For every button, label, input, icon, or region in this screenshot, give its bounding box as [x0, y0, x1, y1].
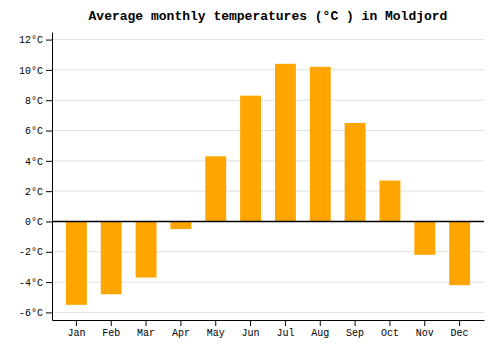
zero-line [52, 221, 484, 223]
x-tick-label: Jan [67, 328, 85, 339]
x-axis: Jan Feb Mar Apr May Jun Jul Aug Sep Oct Nov Dec [53, 320, 485, 339]
x-tick-label: Sep [346, 328, 364, 339]
y-tick-mark [46, 312, 52, 313]
grid-line [52, 221, 484, 222]
y-tick-label: -4°C [19, 278, 43, 289]
plot: -6°C -4°C -2°C 0°C 2°C 4°C 6°C 8°C 10°C 12°C Jan Fe… [19, 33, 485, 340]
bars [52, 64, 484, 305]
x-tick-label: Aug [311, 328, 329, 339]
y-tick-mark [46, 282, 52, 283]
y-tick-mark [46, 252, 52, 253]
y-tick-mark [46, 40, 52, 41]
x-tick-label: Mar [137, 328, 155, 339]
grid-line [52, 69, 484, 70]
x-tick-label: Oct [381, 328, 399, 339]
grid-line [52, 100, 484, 101]
bar [345, 123, 366, 222]
y-tick-mark [46, 221, 52, 222]
x-tick-mark [111, 320, 112, 326]
y-tick-mark [46, 70, 52, 71]
y-tick: 2°C [25, 187, 52, 198]
bar [101, 221, 122, 294]
y-tick: 8°C [25, 96, 52, 107]
grid-line [52, 312, 484, 313]
x-tick: Oct [381, 320, 399, 339]
y-tick: -2°C [19, 247, 52, 258]
y-tick-mark [46, 100, 52, 101]
y-tick: -4°C [19, 278, 52, 289]
x-tick-mark [459, 320, 460, 326]
x-tick-label: Jun [242, 328, 260, 339]
bar [449, 221, 470, 285]
grid-line [52, 39, 484, 40]
y-tick-label: 8°C [25, 96, 43, 107]
x-tick-label: May [207, 328, 225, 339]
x-tick-mark [76, 320, 77, 326]
bar [379, 181, 400, 222]
y-axis-line [52, 33, 53, 321]
x-tick: Aug [311, 320, 329, 339]
x-tick-mark [215, 320, 216, 326]
bar [66, 221, 87, 304]
y-tick-label: 4°C [25, 157, 43, 168]
x-tick-label: Jul [276, 328, 294, 339]
x-tick-label: Nov [416, 328, 434, 339]
bar [414, 221, 435, 254]
bar [136, 221, 157, 277]
x-tick-label: Apr [172, 328, 190, 339]
x-tick-mark [250, 320, 251, 326]
x-tick: Mar [137, 320, 155, 339]
y-tick: 10°C [19, 66, 52, 77]
y-tick: 6°C [25, 126, 52, 137]
y-axis: -6°C -4°C -2°C 0°C 2°C 4°C 6°C 8°C 10°C 12°C [19, 33, 53, 321]
x-tick-label: Dec [451, 328, 469, 339]
title: Average monthly temperatures (°C ) in Mo… [89, 9, 448, 24]
bar [170, 221, 191, 229]
chart: -6°C -4°C -2°C 0°C 2°C 4°C 6°C 8°C 10°C 12°C Jan Fe… [0, 0, 500, 350]
x-tick-mark [355, 320, 356, 326]
x-tick: Nov [416, 320, 434, 339]
x-tick: Jan [67, 320, 85, 339]
bar [275, 64, 296, 222]
y-tick-label: -2°C [19, 247, 43, 258]
y-tick-mark [46, 131, 52, 132]
y-tick-label: 6°C [25, 126, 43, 137]
grid [52, 40, 484, 313]
x-tick: Apr [172, 320, 190, 339]
x-tick: Dec [451, 320, 469, 339]
x-tick-mark [146, 320, 147, 326]
y-tick-mark [46, 191, 52, 192]
x-tick-label: Feb [102, 328, 120, 339]
bar [205, 156, 226, 221]
y-tick-label: 2°C [25, 187, 43, 198]
y-tick-label: 10°C [19, 66, 43, 77]
x-tick: Jul [276, 320, 294, 339]
y-tick: 0°C [25, 217, 52, 228]
x-tick: Feb [102, 320, 120, 339]
y-tick-label: 0°C [25, 217, 43, 228]
y-tick-label: -6°C [19, 308, 43, 319]
x-tick-mark [320, 320, 321, 326]
x-tick-mark [285, 320, 286, 326]
x-tick-mark [424, 320, 425, 326]
grid-line [52, 191, 484, 192]
bar [310, 67, 331, 222]
x-tick: Sep [346, 320, 364, 339]
x-tick-mark [389, 320, 390, 326]
grid-line [52, 160, 484, 161]
x-tick: May [207, 320, 225, 339]
x-axis-line [53, 320, 485, 321]
x-tick: Jun [242, 320, 260, 339]
y-tick: 12°C [19, 35, 52, 46]
x-tick-mark [180, 320, 181, 326]
grid-line [52, 130, 484, 131]
y-tick-label: 12°C [19, 35, 43, 46]
bar [240, 96, 261, 222]
y-tick: 4°C [25, 157, 52, 168]
y-tick-mark [46, 161, 52, 162]
y-tick: -6°C [19, 308, 52, 319]
